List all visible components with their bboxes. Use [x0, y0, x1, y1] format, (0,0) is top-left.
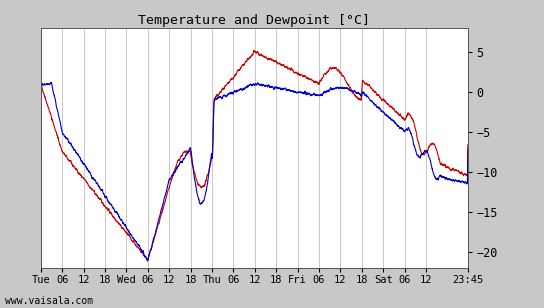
Text: www.vaisala.com: www.vaisala.com — [5, 297, 94, 306]
Title: Temperature and Dewpoint [°C]: Temperature and Dewpoint [°C] — [138, 14, 370, 26]
